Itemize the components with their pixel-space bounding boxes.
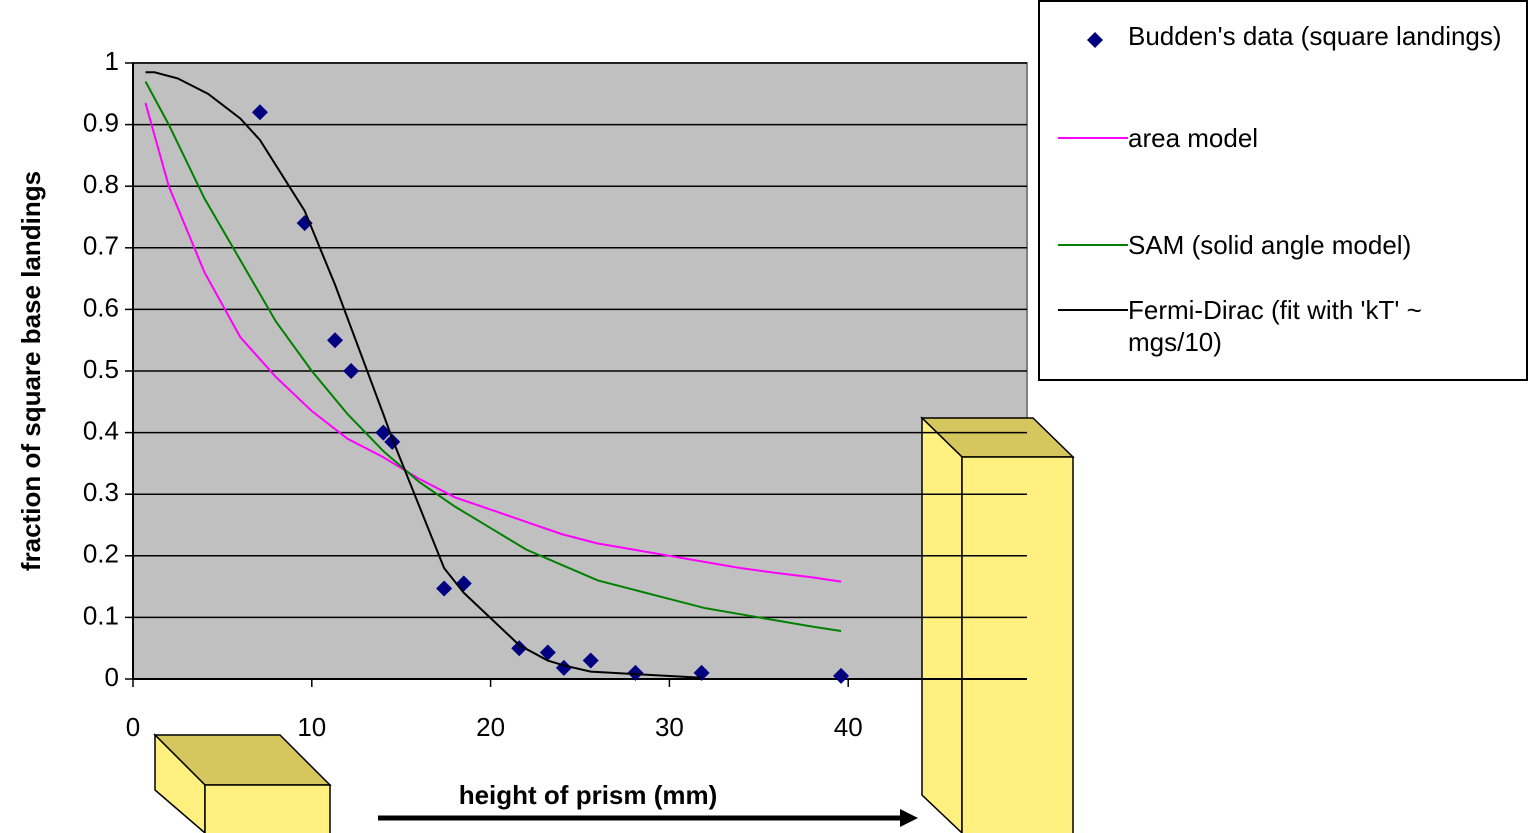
x-tick-label: 30 <box>655 712 684 742</box>
data-point <box>582 652 599 669</box>
y-tick-label: 1 <box>105 46 119 76</box>
x-tick-label: 0 <box>126 712 140 742</box>
y-tick-label: 0.4 <box>83 415 119 445</box>
x-tick-label: 20 <box>476 712 505 742</box>
data-point <box>511 640 528 657</box>
data-point <box>833 667 850 684</box>
data-point <box>251 104 268 121</box>
data-point <box>384 433 401 450</box>
legend-label: Fermi-Dirac (fit with 'kT' ~ mgs/10) <box>1128 295 1422 357</box>
y-axis-title: fraction of square base landings <box>16 171 46 571</box>
y-tick-label: 0.1 <box>83 600 119 630</box>
y-tick-label: 0.7 <box>83 231 119 261</box>
legend-swatch <box>1087 32 1103 48</box>
y-tick-label: 0.5 <box>83 354 119 384</box>
data-point <box>627 664 644 681</box>
y-tick-label: 0.9 <box>83 107 119 137</box>
legend-label: Budden's data (square landings) <box>1128 21 1502 51</box>
legend-box <box>1038 0 1528 381</box>
y-tick-label: 0.2 <box>83 539 119 569</box>
series-line <box>144 102 842 583</box>
data-point <box>375 424 392 441</box>
series-line <box>145 71 702 679</box>
tall-prism <box>920 416 1075 833</box>
y-tick-label: 0.8 <box>83 169 119 199</box>
series-line <box>144 81 842 632</box>
data-point <box>327 332 344 349</box>
x-tick-label: 10 <box>297 712 326 742</box>
data-point <box>539 644 556 661</box>
arrow <box>378 809 918 827</box>
data-point <box>343 363 360 379</box>
y-tick-label: 0 <box>105 662 119 692</box>
data-point <box>436 580 453 597</box>
y-tick-label: 0.6 <box>83 292 119 322</box>
small-prism <box>153 733 332 833</box>
legend-label: area model <box>1128 123 1259 153</box>
legend-label: SAM (solid angle model) <box>1128 230 1412 260</box>
x-axis-title: height of prism (mm) <box>459 780 718 810</box>
x-tick-label: 40 <box>834 712 863 742</box>
y-tick-label: 0.3 <box>83 477 119 507</box>
